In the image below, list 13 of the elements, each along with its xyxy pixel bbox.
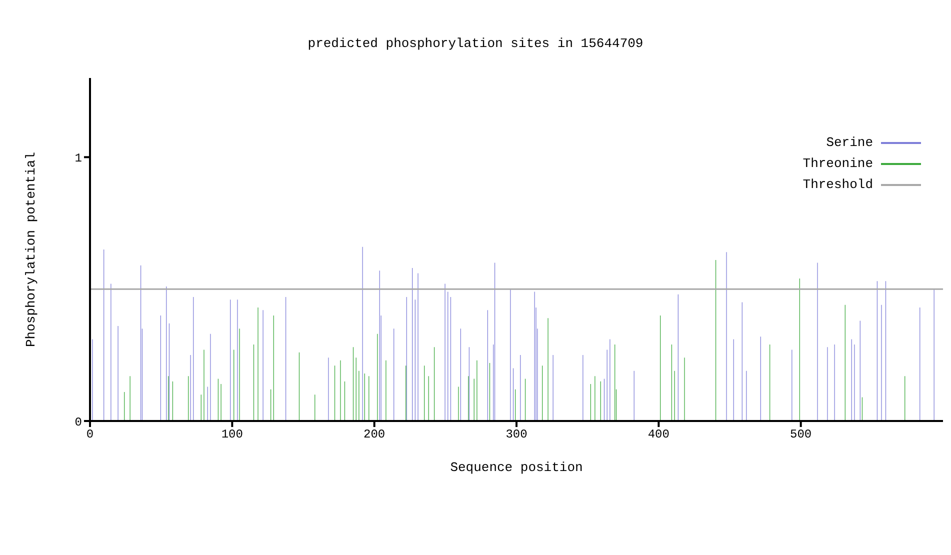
x-tick-label: 300 (506, 428, 528, 442)
legend-label: Threshold (802, 177, 873, 192)
x-tick-label: 400 (648, 428, 670, 442)
y-tick-label: 1 (74, 151, 82, 166)
x-tick-label: 500 (790, 428, 812, 442)
y-axis-title: Phosphorylation potential (24, 152, 39, 348)
x-tick-label: 200 (364, 428, 386, 442)
legend-label: Serine (826, 135, 873, 150)
x-tick-label: 100 (221, 428, 243, 442)
x-tick-label: 0 (86, 428, 94, 442)
chart-title: predicted phosphorylation sites in 15644709 (306, 35, 644, 51)
legend-label: Threonine (802, 156, 873, 171)
x-axis-title: Sequence position (450, 460, 583, 475)
